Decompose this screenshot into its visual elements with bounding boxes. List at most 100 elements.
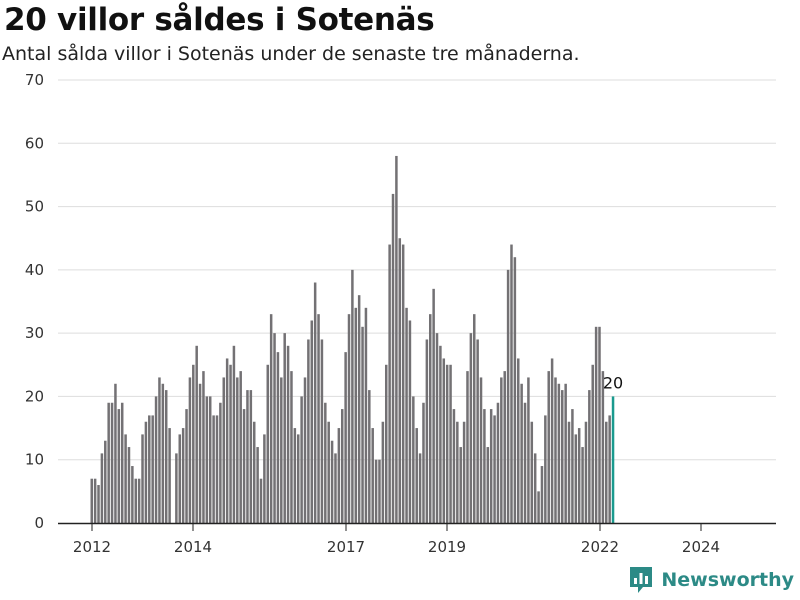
bar xyxy=(225,358,229,523)
bar xyxy=(533,453,537,523)
bar xyxy=(493,415,496,523)
bar xyxy=(588,390,591,523)
bar xyxy=(124,434,127,523)
bar xyxy=(303,377,307,523)
bar xyxy=(405,307,408,523)
bar xyxy=(107,402,110,523)
bar xyxy=(479,377,483,523)
bar xyxy=(154,396,158,523)
bar xyxy=(506,269,510,523)
bar xyxy=(134,478,138,523)
bar xyxy=(371,428,374,523)
bar xyxy=(246,390,249,523)
bar xyxy=(381,421,385,523)
bar xyxy=(273,333,276,523)
bar xyxy=(232,345,236,523)
brand-logo[interactable]: Newsworthy xyxy=(628,565,794,595)
bar xyxy=(550,358,554,523)
y-tick-label: 70 xyxy=(25,71,44,89)
y-tick-label: 30 xyxy=(25,324,44,342)
bar xyxy=(395,155,398,523)
bar xyxy=(415,428,418,523)
chart-subtitle: Antal sålda villor i Sotenäs under de se… xyxy=(2,43,580,65)
y-tick-label: 10 xyxy=(25,451,44,469)
bar xyxy=(496,402,500,523)
bar xyxy=(469,333,473,523)
bar xyxy=(547,371,550,523)
y-tick-label: 40 xyxy=(25,261,44,279)
bar xyxy=(442,358,446,523)
bar xyxy=(503,371,506,523)
y-tick-label: 0 xyxy=(34,514,44,532)
bar xyxy=(256,447,259,523)
bar xyxy=(239,371,242,523)
bar xyxy=(175,453,178,523)
bar xyxy=(208,396,212,523)
bar xyxy=(486,447,490,523)
bar xyxy=(466,371,469,523)
bar xyxy=(229,364,232,523)
bar xyxy=(523,402,527,523)
bar xyxy=(540,466,544,523)
bar xyxy=(296,434,300,523)
bar xyxy=(500,377,503,523)
bar xyxy=(601,371,605,523)
brand-name: Newsworthy xyxy=(661,569,794,591)
bar xyxy=(459,447,462,523)
bar xyxy=(219,402,222,523)
bar xyxy=(574,434,578,523)
bar xyxy=(347,314,351,523)
x-tick-label: 2022 xyxy=(581,538,619,556)
bar xyxy=(205,396,209,523)
bar xyxy=(286,345,290,523)
bar xyxy=(608,415,611,523)
bar xyxy=(432,288,435,523)
x-axis-ticks: 2012 2014 2017 2019 2022 2024 xyxy=(73,523,720,556)
x-tick-label: 2019 xyxy=(428,538,466,556)
bar xyxy=(581,447,584,523)
bar xyxy=(215,415,219,523)
bar xyxy=(131,466,134,523)
bar xyxy=(473,314,476,523)
bar xyxy=(384,364,388,523)
newsworthy-logo-icon xyxy=(630,567,653,593)
bar xyxy=(452,409,456,523)
bar xyxy=(340,409,344,523)
bar xyxy=(178,434,182,523)
bar xyxy=(334,453,337,523)
bar xyxy=(185,409,188,523)
bar xyxy=(266,364,270,523)
bar xyxy=(530,421,534,523)
bar xyxy=(544,415,547,523)
bar xyxy=(293,428,297,523)
bar xyxy=(269,314,273,523)
bar xyxy=(408,320,412,523)
bar xyxy=(168,428,171,523)
bar xyxy=(418,453,422,523)
bar xyxy=(212,415,215,523)
bar xyxy=(378,459,381,523)
bar xyxy=(93,478,97,523)
bar xyxy=(344,352,347,523)
bar xyxy=(584,421,588,523)
bar xyxy=(110,402,114,523)
bar xyxy=(337,428,341,523)
bar xyxy=(351,269,354,523)
bar xyxy=(388,244,391,524)
x-tick-label: 2014 xyxy=(174,538,212,556)
bar xyxy=(425,339,429,523)
bar xyxy=(422,402,425,523)
bar xyxy=(594,326,598,523)
bar xyxy=(462,421,466,523)
bar xyxy=(517,358,520,523)
bar xyxy=(290,371,293,523)
y-tick-label: 50 xyxy=(25,198,44,216)
bar xyxy=(307,339,310,523)
bar xyxy=(510,244,513,524)
bar xyxy=(456,421,459,523)
x-tick-label: 2012 xyxy=(73,538,111,556)
bar xyxy=(571,409,574,523)
bar xyxy=(513,257,517,523)
bar xyxy=(557,383,561,523)
bar xyxy=(330,440,334,523)
